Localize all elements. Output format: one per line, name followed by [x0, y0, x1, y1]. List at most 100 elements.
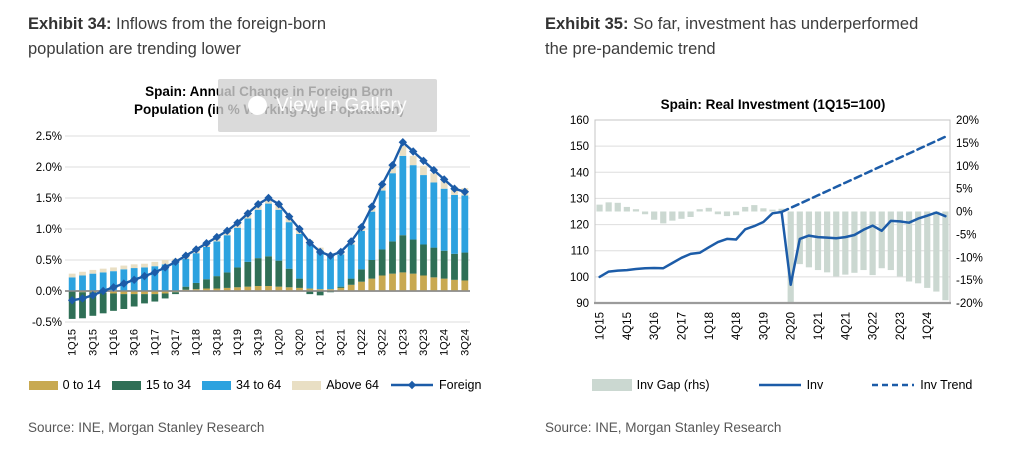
x-axis-tick-label: 1Q20	[273, 329, 285, 356]
legend-item-inv: Inv	[758, 378, 824, 392]
bar-segment	[285, 222, 293, 269]
x-axis-tick-label: 1Q22	[356, 329, 368, 356]
x-axis-tick-label: 2Q20	[786, 312, 798, 340]
x-axis-tick-label: 1Q23	[397, 329, 409, 356]
x-axis-tick-label: 3Q23	[418, 329, 430, 356]
bar-segment	[141, 263, 148, 268]
inv-gap-bar	[896, 211, 904, 277]
bar-segment	[68, 291, 76, 319]
right-axis-tick-label: -10%	[956, 252, 983, 264]
x-axis-tick-label: 1Q19	[232, 329, 244, 356]
inv-gap-bar	[905, 211, 913, 282]
bar-segment	[306, 288, 314, 291]
line-marker-diamond	[367, 202, 377, 211]
right-axis-tick-label: 10%	[956, 161, 979, 173]
inv-gap-bar	[660, 211, 667, 224]
bar-segment	[337, 254, 345, 287]
x-axis-tick-label: 3Q18	[211, 329, 223, 356]
right-axis-tick-label: -5%	[956, 229, 976, 241]
line-marker-diamond	[305, 238, 315, 247]
bar-segment	[265, 203, 272, 257]
bar-segment	[141, 291, 148, 295]
legend-swatch	[202, 380, 231, 390]
bar-segment	[409, 155, 417, 166]
x-axis-tick-label: 3Q24	[459, 329, 471, 356]
bar-segment	[130, 291, 138, 295]
exhibit-34-heading-number: Exhibit 34:	[28, 15, 112, 33]
inv-gap-bar	[778, 208, 785, 212]
y-axis-tick-label: 1.0%	[36, 224, 62, 236]
bar-segment	[399, 155, 407, 236]
line-marker-diamond	[284, 212, 294, 221]
bar-segment	[316, 250, 324, 290]
bar-segment	[161, 293, 169, 299]
inv-gap-bar	[687, 211, 694, 217]
x-axis-tick-label: 1Q24	[922, 311, 934, 340]
bar-segment	[451, 279, 458, 291]
bar-segment	[120, 294, 128, 309]
bar-segment	[296, 278, 303, 288]
exhibit-34-heading-text: Inflows from the foreign-born population…	[28, 15, 327, 58]
bar-segment	[151, 291, 159, 295]
inv-gap-bar	[714, 211, 721, 215]
bar-segment	[378, 190, 386, 250]
bar-segment	[430, 247, 438, 278]
inv-gap-bar	[632, 209, 640, 212]
bar-segment	[378, 275, 386, 291]
legend-label: 34 to 64	[236, 378, 282, 392]
bar-segment	[161, 260, 169, 265]
bar-segment	[223, 272, 231, 288]
bar-segment	[254, 258, 262, 287]
legend-item-34-to-64: 34 to 64	[202, 378, 281, 392]
inv-gap-bar	[742, 206, 749, 212]
bar-segment	[440, 188, 448, 251]
x-axis-tick-label: 2Q23	[895, 312, 907, 340]
line-marker-diamond	[460, 187, 470, 196]
x-axis-tick-label: 4Q21	[840, 312, 852, 340]
bar-segment	[192, 289, 200, 291]
bar-segment	[409, 165, 417, 240]
line-marker-diamond	[429, 165, 439, 175]
bar-segment	[275, 260, 283, 287]
bar-segment	[223, 235, 231, 273]
exhibit-35-heading-number: Exhibit 35:	[545, 15, 629, 33]
legend-label: Inv	[806, 378, 824, 392]
bar-segment	[399, 145, 407, 156]
bar-segment	[254, 209, 262, 259]
right-axis-tick-label: -20%	[956, 298, 983, 310]
legend-line	[391, 380, 434, 390]
x-axis-tick-label: 1Q21	[315, 329, 327, 356]
bar-segment	[296, 287, 303, 291]
line-marker-diamond	[98, 286, 108, 296]
legend-item-above-64: Above 64	[292, 378, 379, 392]
view-in-gallery-button[interactable]: View in Gallery	[218, 79, 437, 132]
inv-gap-bar	[705, 207, 712, 212]
y-axis-tick-label: 2.0%	[36, 162, 62, 174]
bar-segment	[368, 260, 376, 279]
line-marker-diamond	[315, 247, 325, 257]
bar-segment	[244, 218, 252, 262]
bar-segment	[99, 268, 107, 273]
exhibit-35-heading-text: So far, investment has underperformed th…	[545, 15, 919, 58]
bar-segment	[110, 293, 117, 311]
bar-segment	[347, 284, 355, 291]
view-in-gallery-label: View in Gallery	[276, 94, 407, 116]
bar-segment	[389, 273, 396, 291]
bar-segment	[347, 244, 355, 279]
exhibit-35-legend: Inv Gap (rhs) Inv Inv Trend	[543, 378, 1021, 392]
y-axis-tick-label: 1.5%	[36, 193, 62, 205]
bar-segment	[430, 173, 438, 183]
bar-segment	[440, 278, 448, 291]
right-axis-tick-label: 5%	[956, 184, 973, 196]
inv-gap-bar	[669, 211, 676, 221]
bar-segment	[368, 278, 376, 291]
x-axis-tick-label: 1Q15	[67, 329, 79, 356]
line-marker-diamond	[150, 268, 160, 277]
left-axis-tick-label: 110	[571, 246, 589, 258]
bar-segment	[192, 282, 200, 290]
bar-segment	[461, 252, 469, 281]
bar-segment	[120, 291, 128, 295]
line-marker-diamond	[233, 218, 242, 227]
y-axis-tick-label: -0.5%	[32, 317, 62, 329]
